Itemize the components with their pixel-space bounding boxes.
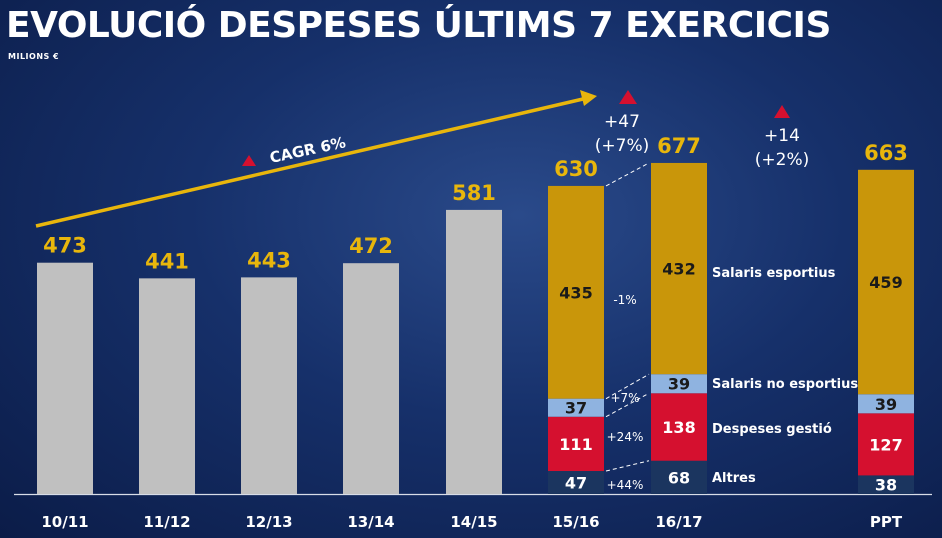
bar-13-14: [343, 263, 399, 494]
segment-value-despeses-gesti-PPT: 127: [869, 435, 902, 454]
segment-value-salaris-no-esportius-PPT: 39: [875, 395, 897, 414]
connector-line: [605, 460, 650, 472]
segment-value-salaris-no-esportius-15-16: 37: [565, 399, 587, 418]
bar-14-15: [446, 209, 502, 495]
cagr-arrowhead: [580, 90, 597, 106]
segment-despeses-gesti-15-16: [548, 416, 604, 472]
change-label: -1%: [613, 293, 636, 307]
category-label-14-15: 14/15: [450, 513, 497, 531]
total-label-15-16: 630: [554, 157, 598, 181]
delta-value-16-17: +47: [604, 112, 640, 132]
bar-10-11: [37, 262, 93, 494]
segment-value-salaris-esportius-16-17: 432: [662, 260, 695, 279]
total-label-PPT: 663: [864, 141, 908, 165]
segment-salaris-esportius-16-17: [651, 162, 707, 375]
delta-pct-16-17: (+7%): [595, 136, 649, 156]
delta-value-ppt: +14: [764, 126, 800, 146]
delta-pct-ppt: (+2%): [755, 150, 809, 170]
legend-altres: Altres: [712, 471, 756, 486]
segment-value-salaris-no-esportius-16-17: 39: [668, 375, 690, 394]
category-label-15-16: 15/16: [552, 513, 599, 531]
segment-salaris-esportius-15-16: [548, 185, 604, 399]
category-label-12-13: 12/13: [245, 513, 292, 531]
category-label-16-17: 16/17: [655, 513, 702, 531]
connector-line: [605, 162, 650, 187]
segment-altres-16-17: [651, 460, 707, 494]
segment-altres-PPT: [858, 475, 914, 494]
segment-despeses-gesti-16-17: [651, 393, 707, 461]
legend-salaris-esportius: Salaris esportius: [712, 266, 836, 281]
connector-line: [605, 373, 650, 400]
bar-12-13: [241, 277, 297, 494]
up-triangle-icon: [619, 90, 637, 104]
legend-despeses-gesti: Despeses gestió: [712, 422, 832, 437]
segment-value-despeses-gesti-16-17: 138: [662, 418, 695, 437]
category-label-10-11: 10/11: [41, 513, 88, 531]
change-label: +24%: [607, 430, 644, 444]
segment-salaris-esportius-PPT: [858, 169, 914, 395]
connector-line: [605, 392, 650, 418]
change-label: +44%: [607, 478, 644, 492]
segment-salaris-no-esportius-PPT: [858, 394, 914, 414]
category-label-11-12: 11/12: [143, 513, 190, 531]
segment-value-despeses-gesti-15-16: 111: [559, 435, 592, 454]
total-label-10-11: 473: [43, 234, 87, 258]
up-triangle-icon: [242, 155, 256, 166]
category-label-13-14: 13/14: [347, 513, 394, 531]
total-label-13-14: 472: [349, 234, 393, 258]
segment-value-altres-16-17: 68: [668, 468, 690, 487]
segment-value-altres-PPT: 38: [875, 476, 897, 495]
total-label-12-13: 443: [247, 248, 291, 272]
segment-salaris-no-esportius-15-16: [548, 398, 604, 417]
segment-altres-15-16: [548, 471, 604, 494]
cagr-arrow-line: [35, 97, 584, 228]
unit-subtitle: MILIONS €: [8, 52, 60, 61]
page-title: EVOLUCIÓ DESPESES ÚLTIMS 7 EXERCICIS: [6, 5, 831, 46]
segment-value-salaris-esportius-15-16: 435: [559, 283, 592, 302]
category-label-ppt: PPT: [870, 513, 903, 531]
segment-salaris-no-esportius-16-17: [651, 374, 707, 394]
up-triangle-icon: [774, 105, 790, 118]
change-label: +7%: [610, 391, 639, 405]
legend-salaris-no-esportius: Salaris no esportius: [712, 377, 858, 392]
total-label-14-15: 581: [452, 181, 496, 205]
segment-value-altres-15-16: 47: [565, 474, 587, 493]
total-label-16-17: 677: [657, 134, 701, 158]
segment-despeses-gesti-PPT: [858, 413, 914, 476]
bar-11-12: [139, 278, 195, 494]
segment-value-salaris-esportius-PPT: 459: [869, 273, 902, 292]
total-label-11-12: 441: [145, 249, 189, 273]
